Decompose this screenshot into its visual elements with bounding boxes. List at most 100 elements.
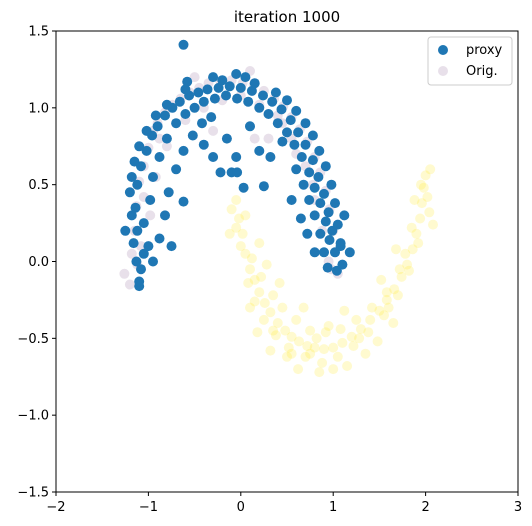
proxy-point: [138, 248, 149, 259]
orig-point: [208, 125, 219, 136]
proxy-point: [206, 112, 217, 123]
orig-point: [309, 342, 320, 353]
orig-point: [381, 294, 392, 305]
proxy-point: [240, 72, 251, 83]
orig-point: [367, 302, 377, 313]
orig-point: [249, 133, 260, 144]
orig-point: [372, 336, 383, 347]
orig-point: [237, 228, 248, 239]
y-tick-label: 1.5: [28, 25, 49, 40]
orig-point: [409, 195, 420, 205]
proxy-point: [254, 145, 265, 156]
proxy-point: [320, 161, 331, 172]
proxy-point: [231, 152, 242, 162]
proxy-point: [178, 196, 189, 207]
orig-point: [119, 268, 130, 279]
proxy-point: [134, 276, 145, 287]
orig-point: [256, 271, 267, 282]
y-tick-label: −1.0: [17, 409, 49, 424]
legend-label-orig: Orig.: [466, 64, 498, 79]
orig-point: [339, 305, 350, 316]
proxy-point: [313, 172, 324, 182]
proxy-point: [289, 139, 300, 150]
orig-point: [394, 264, 405, 275]
orig-point: [226, 204, 237, 215]
y-tick-label: 1.0: [28, 101, 49, 116]
proxy-point: [315, 228, 326, 239]
orig-point: [416, 198, 427, 209]
orig-point: [258, 314, 269, 325]
x-tick-label: 3: [514, 500, 522, 515]
proxy-point: [198, 139, 209, 150]
x-tick-label: −2: [46, 500, 65, 515]
orig-point: [400, 248, 411, 259]
proxy-point: [291, 164, 302, 175]
orig-point: [126, 248, 137, 259]
proxy-point: [136, 264, 146, 275]
proxy-point: [138, 218, 149, 229]
orig-point: [277, 302, 288, 313]
orig-point: [425, 164, 436, 175]
orig-point: [268, 290, 279, 301]
proxy-point: [332, 219, 343, 230]
proxy-point: [320, 216, 331, 227]
orig-point: [342, 361, 353, 371]
proxy-point: [128, 238, 139, 249]
proxy-point: [254, 102, 265, 113]
proxy-point: [339, 210, 350, 221]
y-tick-label: −1.5: [17, 486, 49, 501]
proxy-point: [243, 96, 254, 107]
orig-point: [392, 290, 403, 301]
orig-point: [402, 259, 413, 270]
proxy-point: [180, 109, 191, 119]
proxy-point: [293, 127, 304, 138]
orig-point: [320, 327, 331, 338]
proxy-point: [213, 82, 224, 93]
orig-point: [323, 321, 334, 331]
proxy-point: [258, 90, 268, 101]
orig-point: [391, 244, 401, 255]
orig-point: [332, 351, 343, 362]
proxy-point: [163, 187, 174, 198]
orig-point: [317, 357, 328, 368]
proxy-point: [319, 247, 329, 258]
proxy-point: [267, 96, 278, 107]
proxy-point: [193, 87, 204, 98]
orig-point: [365, 314, 376, 325]
proxy-point: [129, 156, 140, 167]
proxy-point: [270, 87, 281, 98]
proxy-point: [126, 172, 137, 182]
proxy-point: [141, 145, 152, 156]
legend-marker-proxy: [438, 45, 448, 55]
orig-point: [234, 213, 244, 224]
proxy-point: [246, 85, 257, 96]
orig-point: [354, 333, 365, 344]
y-tick-label: 0.5: [28, 178, 49, 193]
orig-point: [274, 278, 285, 288]
proxy-point: [160, 210, 170, 221]
proxy-point: [202, 84, 213, 95]
orig-point: [305, 348, 316, 359]
proxy-point: [134, 141, 145, 152]
orig-point: [280, 325, 291, 336]
orig-point: [294, 336, 304, 347]
proxy-point: [314, 145, 325, 156]
proxy-point: [302, 228, 313, 239]
orig-point: [245, 302, 255, 313]
proxy-point: [124, 187, 135, 198]
proxy-point: [286, 195, 297, 205]
orig-point: [286, 331, 297, 342]
proxy-point: [307, 155, 318, 166]
orig-point: [245, 264, 255, 275]
orig-point: [189, 72, 200, 83]
proxy-point: [235, 82, 246, 93]
orig-point: [314, 367, 325, 378]
proxy-point: [174, 96, 185, 107]
orig-point: [270, 330, 281, 341]
proxy-point: [178, 39, 189, 50]
orig-point: [415, 213, 426, 224]
orig-point: [249, 296, 260, 307]
orig-point: [337, 337, 348, 348]
orig-point: [254, 287, 265, 298]
